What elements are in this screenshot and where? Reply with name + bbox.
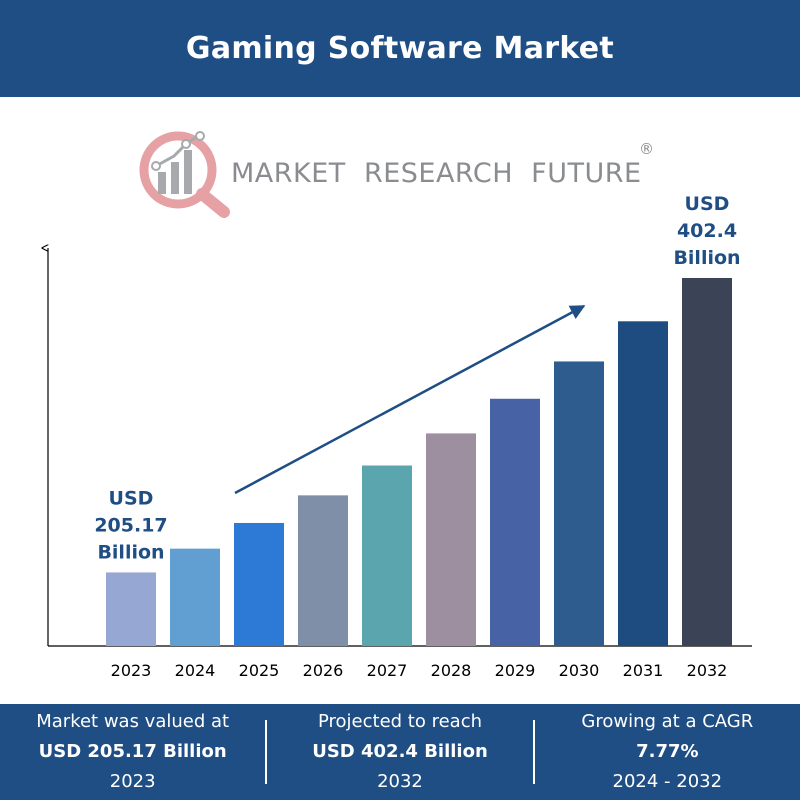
bar-2023 xyxy=(106,572,156,646)
stat-label: Market was valued at xyxy=(36,711,230,732)
bar-2026 xyxy=(298,495,348,646)
x-tick-label: 2025 xyxy=(239,661,280,680)
magnifier-chart-icon xyxy=(139,131,230,218)
x-tick-label: 2030 xyxy=(559,661,600,680)
bar-2027 xyxy=(362,465,412,646)
stat-label: Projected to reach xyxy=(317,711,482,732)
x-tick-label: 2031 xyxy=(623,661,664,680)
bar-2024 xyxy=(170,548,220,646)
x-tick-label: 2028 xyxy=(431,661,472,680)
x-tick-labels: 2023 2024 2025 2026 2027 2028 2029 2030 2031 2032 xyxy=(111,661,728,680)
trend-arrow xyxy=(234,304,586,495)
bar-2029 xyxy=(490,398,540,646)
logo-text: MARKET RESEARCH FUTURE xyxy=(231,158,642,189)
value-label-line: USD xyxy=(685,193,730,215)
bar-2028 xyxy=(426,433,476,646)
stat-year: 2024 - 2032 xyxy=(612,771,723,792)
stat-cagr: Growing at a CAGR 7.77% 2024 - 2032 xyxy=(535,704,800,800)
stat-projection: Projected to reach USD 402.4 Billion 203… xyxy=(267,704,532,800)
stat-value: USD 402.4 Billion xyxy=(312,741,488,762)
x-tick-label: 2032 xyxy=(687,661,728,680)
company-logo: MARKET RESEARCH FUTURE ® xyxy=(138,128,668,218)
bar-2025 xyxy=(234,522,284,646)
stat-label: Growing at a CAGR xyxy=(581,711,754,732)
divider xyxy=(532,720,535,784)
title-banner: Gaming Software Market xyxy=(0,0,800,97)
stat-year: 2023 xyxy=(109,771,156,792)
bar-chart: 2023 2024 2025 2026 2027 2028 2029 2030 2031 2032… xyxy=(0,193,752,680)
value-label-line: 402.4 xyxy=(677,220,737,242)
stat-market-value: Market was valued at USD 205.17 Billion … xyxy=(0,704,265,800)
stat-value: USD 205.17 Billion xyxy=(38,741,227,762)
x-tick-label: 2027 xyxy=(367,661,408,680)
value-label-2032: USD 402.4 Billion xyxy=(673,193,740,269)
value-label-line: Billion xyxy=(673,247,740,269)
page-title: Gaming Software Market xyxy=(185,31,615,66)
value-label-line: 205.17 xyxy=(94,514,167,536)
value-label-line: USD xyxy=(109,487,154,509)
x-tick-label: 2026 xyxy=(303,661,344,680)
value-label-line: Billion xyxy=(97,541,164,563)
bars xyxy=(106,278,732,646)
bar-2031 xyxy=(618,321,668,646)
value-label-2023: USD 205.17 Billion xyxy=(94,487,167,563)
bar-2032 xyxy=(682,278,732,646)
bar-2030 xyxy=(554,361,604,646)
summary-footer: Market was valued at USD 205.17 Billion … xyxy=(0,704,800,800)
x-tick-label: 2029 xyxy=(495,661,536,680)
x-tick-label: 2023 xyxy=(111,661,152,680)
stat-year: 2032 xyxy=(377,771,423,792)
registered-mark: ® xyxy=(639,140,654,158)
divider xyxy=(265,720,268,784)
stat-value: 7.77% xyxy=(636,741,699,762)
value-annotations: USD 205.17 Billion USD 402.4 Billion xyxy=(94,193,740,563)
x-tick-label: 2024 xyxy=(175,661,216,680)
